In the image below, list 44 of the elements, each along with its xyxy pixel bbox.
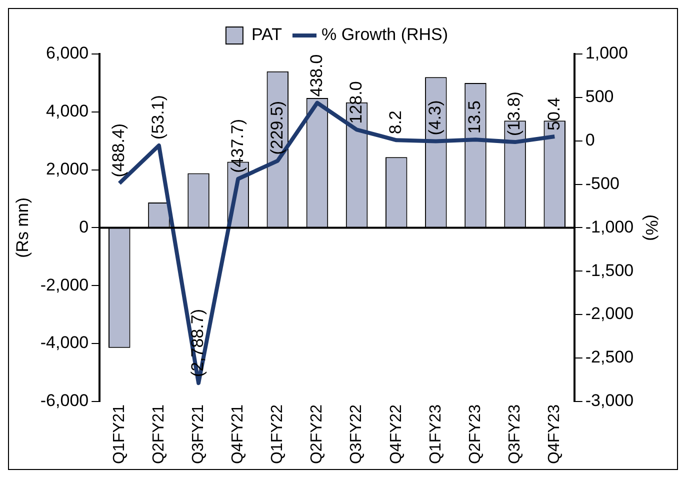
x-tick-label: Q4FY23 xyxy=(546,404,564,464)
data-label: 8.2 xyxy=(386,110,406,134)
data-label: (4.3) xyxy=(426,100,445,136)
x-tick-label: Q1FY23 xyxy=(427,404,444,464)
y2-tick-label: 1,000 xyxy=(585,44,628,63)
data-label: (488.4) xyxy=(109,123,128,178)
data-label: 13.5 xyxy=(465,100,484,134)
x-tick-label: Q4FY22 xyxy=(388,404,405,464)
x-tick-label: Q3FY23 xyxy=(506,404,524,464)
y-tick-label: 2,000 xyxy=(46,159,89,178)
y2-tick-label: -500 xyxy=(585,174,620,193)
y-tick-label: -6,000 xyxy=(40,391,89,410)
legend-label: % Growth (RHS) xyxy=(321,25,448,44)
x-tick-label: Q3FY22 xyxy=(348,404,366,464)
legend-label: PAT xyxy=(251,25,282,44)
x-tick-label: Q2FY22 xyxy=(308,404,326,464)
y2-tick-label: -1,000 xyxy=(585,217,634,236)
y2-axis-title: (%) xyxy=(642,214,662,241)
y2-tick-label: -1,500 xyxy=(585,260,634,280)
x-tick-label: Q4FY21 xyxy=(229,404,246,464)
data-label: (2,788.7) xyxy=(188,309,208,378)
data-label: 438.0 xyxy=(306,54,326,97)
data-label: (229.5) xyxy=(267,100,286,155)
x-tick-label: Q1FY22 xyxy=(269,404,286,464)
y2-tick-label: 0 xyxy=(585,130,595,150)
data-label: 50.4 xyxy=(544,97,564,130)
y2-tick-label: 500 xyxy=(585,87,614,106)
y-tick-label: -2,000 xyxy=(40,275,89,294)
data-label: 128.0 xyxy=(346,81,366,124)
y-tick-label: -4,000 xyxy=(40,333,89,352)
y-tick-label: 6,000 xyxy=(46,44,89,63)
y-axis-title: (Rs mn) xyxy=(12,197,32,258)
x-tick-label: Q2FY21 xyxy=(150,404,168,464)
x-tick-label: Q3FY21 xyxy=(190,404,207,464)
data-label: (53.1) xyxy=(148,95,168,140)
y-tick-label: 0 xyxy=(79,217,89,236)
y-tick-label: 4,000 xyxy=(46,102,89,121)
x-tick-label: Q2FY23 xyxy=(466,404,484,464)
y2-tick-label: -2,500 xyxy=(585,348,634,367)
data-label: (13.8) xyxy=(504,92,524,136)
x-tick-label: Q1FY21 xyxy=(110,404,128,464)
y2-tick-label: -3,000 xyxy=(585,391,634,410)
data-label: (437.7) xyxy=(228,118,247,173)
y2-tick-label: -2,000 xyxy=(585,304,634,324)
